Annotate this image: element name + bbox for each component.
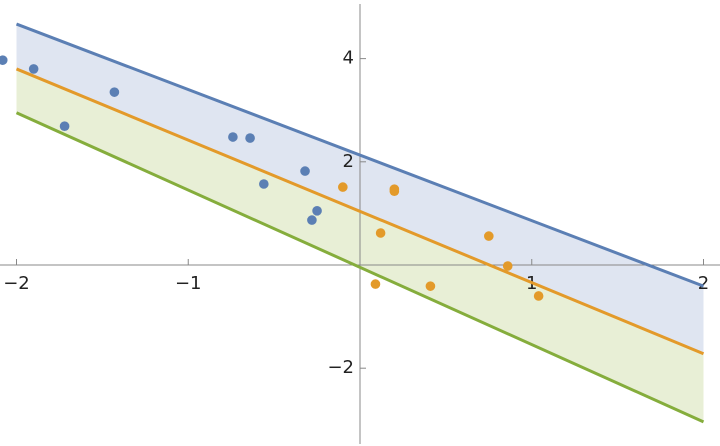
point (245, 133, 255, 143)
point (338, 182, 348, 192)
point (109, 87, 120, 97)
point (375, 228, 386, 238)
point (502, 261, 513, 271)
point (370, 279, 381, 289)
point (425, 281, 436, 291)
line (15, 67, 705, 356)
y-tick-label: 4 (343, 48, 354, 69)
y-tick-label: 2 (343, 151, 354, 172)
point (59, 121, 70, 132)
x-tick-label: −2 (3, 273, 30, 294)
point (259, 179, 269, 189)
point (0, 55, 8, 65)
point (312, 206, 322, 216)
y-tick-label: −2 (327, 357, 354, 378)
x-tick-label: 2 (698, 273, 709, 294)
line (15, 22, 705, 288)
point (389, 186, 400, 197)
point (300, 166, 310, 176)
x-tick-label: −1 (175, 273, 202, 294)
point (533, 291, 544, 301)
line (15, 111, 705, 424)
point (28, 64, 39, 74)
point (228, 132, 238, 142)
point (484, 231, 494, 241)
point (307, 215, 317, 225)
